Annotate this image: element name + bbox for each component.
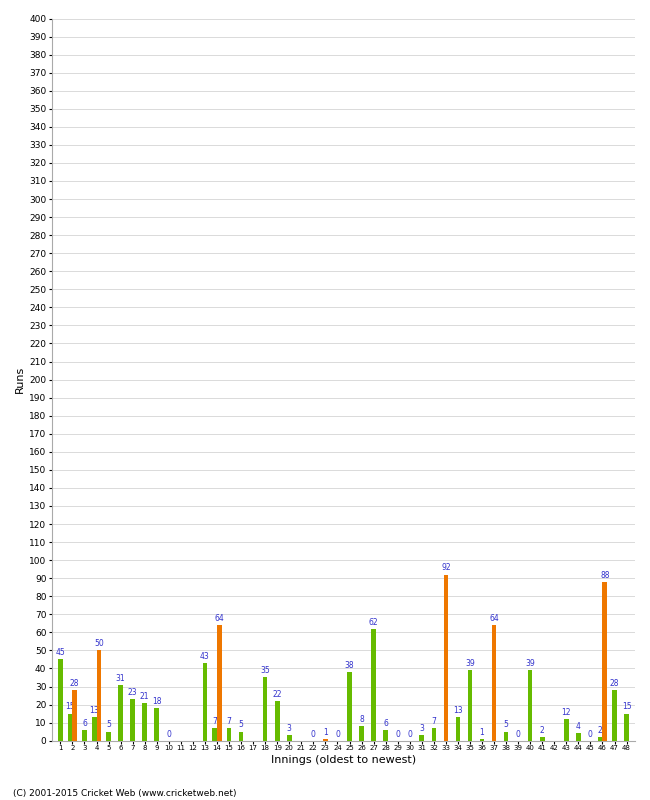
Text: 6: 6 [82, 718, 87, 728]
Bar [504, 732, 508, 741]
Bar [92, 717, 97, 741]
Bar [603, 582, 607, 741]
Text: 7: 7 [227, 717, 231, 726]
Text: 3: 3 [419, 724, 424, 733]
Text: 18: 18 [152, 697, 161, 706]
Text: 28: 28 [70, 679, 79, 688]
Text: 2: 2 [598, 726, 603, 735]
Text: 5: 5 [504, 721, 508, 730]
Bar [131, 699, 135, 741]
X-axis label: Innings (oldest to newest): Innings (oldest to newest) [271, 755, 416, 765]
Text: 23: 23 [128, 688, 138, 697]
Bar [217, 625, 222, 741]
Bar [598, 737, 603, 741]
Text: 88: 88 [600, 570, 610, 580]
Bar [323, 739, 328, 741]
Text: 39: 39 [465, 659, 475, 668]
Text: 62: 62 [369, 618, 378, 626]
Bar [359, 726, 364, 741]
Text: 28: 28 [610, 679, 619, 688]
Text: 0: 0 [588, 730, 593, 738]
Text: 2: 2 [540, 726, 545, 735]
Text: 8: 8 [359, 715, 364, 724]
Bar [58, 659, 62, 741]
Text: 13: 13 [90, 706, 99, 715]
Text: 3: 3 [287, 724, 292, 733]
Text: (C) 2001-2015 Cricket Web (www.cricketweb.net): (C) 2001-2015 Cricket Web (www.cricketwe… [13, 789, 237, 798]
Text: 21: 21 [140, 691, 150, 701]
Y-axis label: Runs: Runs [15, 366, 25, 394]
Bar [72, 690, 77, 741]
Text: 92: 92 [441, 563, 450, 573]
Text: 15: 15 [622, 702, 631, 711]
Bar [528, 670, 532, 741]
Text: 50: 50 [94, 639, 104, 648]
Text: 4: 4 [576, 722, 581, 731]
Text: 45: 45 [55, 648, 65, 658]
Text: 0: 0 [335, 730, 340, 738]
Bar [612, 690, 617, 741]
Text: 64: 64 [214, 614, 224, 623]
Bar [97, 650, 101, 741]
Bar [492, 625, 497, 741]
Text: 7: 7 [432, 717, 436, 726]
Text: 35: 35 [260, 666, 270, 675]
Text: 0: 0 [515, 730, 521, 738]
Bar [371, 629, 376, 741]
Bar [456, 717, 460, 741]
Text: 12: 12 [562, 708, 571, 717]
Text: 39: 39 [525, 659, 535, 668]
Bar [540, 737, 545, 741]
Bar [82, 730, 87, 741]
Bar [263, 678, 268, 741]
Text: 0: 0 [408, 730, 412, 738]
Bar [287, 735, 292, 741]
Text: 31: 31 [116, 674, 125, 682]
Text: 7: 7 [213, 717, 217, 726]
Bar [213, 728, 217, 741]
Text: 6: 6 [384, 718, 388, 728]
Text: 22: 22 [272, 690, 282, 698]
Text: 0: 0 [166, 730, 171, 738]
Bar [118, 685, 123, 741]
Bar [203, 663, 207, 741]
Text: 0: 0 [311, 730, 316, 738]
Text: 15: 15 [66, 702, 75, 711]
Bar [419, 735, 424, 741]
Bar [347, 672, 352, 741]
Bar [468, 670, 473, 741]
Text: 13: 13 [453, 706, 463, 715]
Bar [576, 734, 580, 741]
Bar [384, 730, 388, 741]
Bar [239, 732, 243, 741]
Bar [155, 708, 159, 741]
Bar [275, 701, 280, 741]
Bar [107, 732, 111, 741]
Text: 5: 5 [239, 721, 244, 730]
Text: 64: 64 [489, 614, 499, 623]
Text: 43: 43 [200, 652, 210, 661]
Text: 1: 1 [323, 728, 328, 737]
Bar [443, 574, 448, 741]
Bar [564, 719, 569, 741]
Text: 0: 0 [395, 730, 400, 738]
Bar [142, 702, 147, 741]
Bar [227, 728, 231, 741]
Bar [432, 728, 436, 741]
Bar [68, 714, 72, 741]
Text: 5: 5 [106, 721, 111, 730]
Bar [624, 714, 629, 741]
Text: 38: 38 [344, 661, 354, 670]
Bar [480, 739, 484, 741]
Text: 1: 1 [480, 728, 484, 737]
